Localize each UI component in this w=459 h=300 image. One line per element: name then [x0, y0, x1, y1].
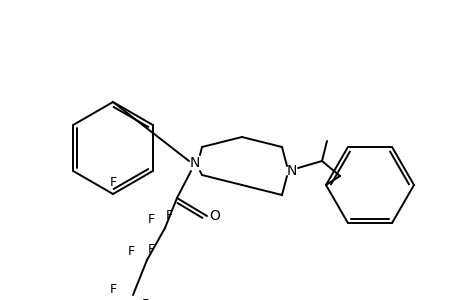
Text: F: F — [109, 176, 116, 188]
Text: F: F — [147, 214, 154, 226]
Text: N: N — [190, 156, 200, 170]
Text: F: F — [141, 298, 148, 300]
Text: N: N — [286, 164, 297, 178]
Text: O: O — [209, 209, 220, 223]
Text: F: F — [109, 284, 116, 296]
Text: F: F — [165, 209, 172, 223]
Text: F: F — [127, 245, 134, 259]
Text: F: F — [147, 244, 154, 256]
